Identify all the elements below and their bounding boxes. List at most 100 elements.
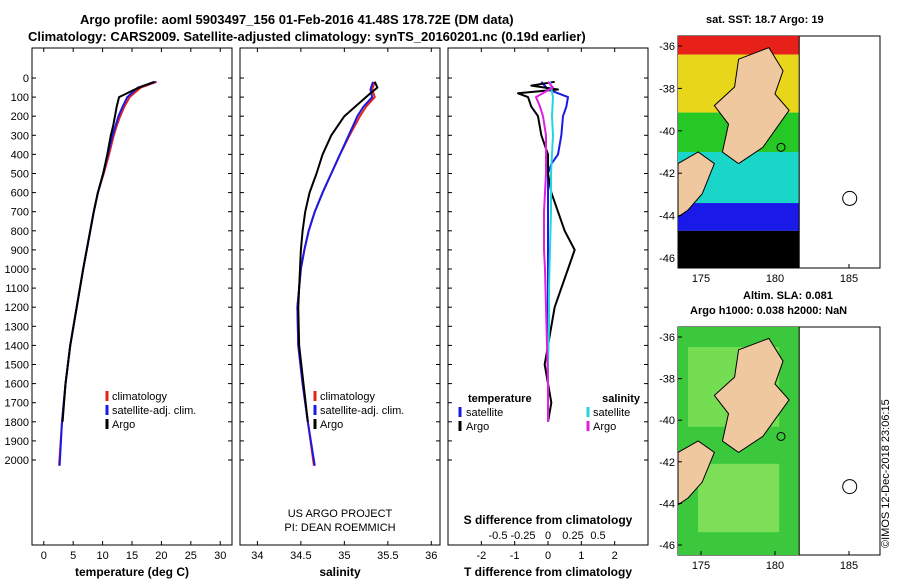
project-annotation: US ARGO PROJECT <box>288 508 393 520</box>
depth-tick-label: 200 <box>11 111 29 123</box>
north-island-shape <box>713 46 790 165</box>
legend-label: climatology <box>112 391 168 403</box>
x-tick-label: 36 <box>425 550 437 562</box>
sst-band <box>678 36 800 55</box>
x-tick-label: 2 <box>612 550 618 562</box>
x-tick-label: 20 <box>155 550 167 562</box>
x2-tick-label: 0 <box>545 530 551 542</box>
x-tick-label: 30 <box>214 550 226 562</box>
series-line-temperature-argo <box>61 80 155 422</box>
x2-tick-label: -0.5 <box>489 530 508 542</box>
legend-label: Argo <box>320 419 343 431</box>
lat-tick-label: -46 <box>659 540 675 552</box>
chatham-island-shape <box>842 190 858 206</box>
legend-label: satellite-adj. clim. <box>320 405 404 417</box>
lat-tick-label: -36 <box>659 332 675 344</box>
x-tick-label: 1 <box>578 550 584 562</box>
depth-tick-label: 800 <box>11 226 29 238</box>
sla-field-high <box>698 463 780 533</box>
plot-frame-salinity <box>239 47 441 546</box>
depth-tick-label: 600 <box>11 188 29 200</box>
sla-map-title: Altim. SLA: 0.081 <box>743 290 833 302</box>
lon-tick-label: 175 <box>692 560 710 572</box>
lat-tick-label: -44 <box>659 211 675 223</box>
argo-float-marker <box>776 142 786 152</box>
depth-tick-label: 1900 <box>5 436 29 448</box>
depth-tick-label: 1000 <box>5 264 29 276</box>
north-island-shape <box>713 337 790 454</box>
sst-map <box>677 35 881 269</box>
pi-annotation: PI: DEAN ROEMMICH <box>284 522 395 534</box>
x-tick-label: 0 <box>545 550 551 562</box>
sla-map-subtitle: Argo h1000: 0.038 h2000: NaN <box>690 305 848 317</box>
argo-float-marker <box>776 431 786 441</box>
x-tick-label: 5 <box>70 550 76 562</box>
depth-tick-label: 400 <box>11 149 29 161</box>
depth-tick-label: 1400 <box>5 340 29 352</box>
legend-label: climatology <box>320 391 376 403</box>
x-tick-label: 34.5 <box>290 550 311 562</box>
legend-title: temperature <box>468 393 532 405</box>
sst-band <box>678 230 800 268</box>
x2-axis-label: S difference from climatology <box>464 513 633 527</box>
x-axis-label: salinity <box>319 565 361 579</box>
x-tick-label: -2 <box>476 550 486 562</box>
lat-tick-label: -44 <box>659 498 675 510</box>
sla-map <box>677 326 881 556</box>
depth-tick-label: 1700 <box>5 398 29 410</box>
x2-tick-label: -0.25 <box>510 530 535 542</box>
legend-label: satellite <box>466 407 503 419</box>
depth-tick-label: 100 <box>11 92 29 104</box>
lat-tick-label: -40 <box>659 126 675 138</box>
depth-tick-label: 1300 <box>5 321 29 333</box>
lon-tick-label: 180 <box>766 560 784 572</box>
lat-tick-label: -38 <box>659 83 675 95</box>
lat-tick-label: -38 <box>659 374 675 386</box>
figure-title: Argo profile: aoml 5903497_156 01-Feb-20… <box>80 12 514 27</box>
series-line-difference-salinity-argo <box>535 81 554 422</box>
legend-label: satellite-adj. clim. <box>112 405 196 417</box>
x2-tick-label: 0.5 <box>590 530 605 542</box>
depth-tick-label: 1100 <box>5 283 29 295</box>
x-tick-label: -1 <box>510 550 520 562</box>
x-tick-label: 10 <box>96 550 108 562</box>
plot-frame-temperature <box>31 47 233 546</box>
x-tick-label: 0 <box>41 550 47 562</box>
legend-label: Argo <box>466 421 489 433</box>
sst-map-title: sat. SST: 18.7 Argo: 19 <box>706 14 824 26</box>
figure-subtitle: Climatology: CARS2009. Satellite-adjuste… <box>28 29 586 44</box>
x-tick-label: 35 <box>338 550 350 562</box>
depth-tick-label: 2000 <box>5 455 29 467</box>
depth-tick-label: 900 <box>11 245 29 257</box>
x2-tick-label: 0.25 <box>562 530 583 542</box>
lat-tick-label: -40 <box>659 415 675 427</box>
x-axis-label: temperature (deg C) <box>75 565 189 579</box>
depth-tick-label: 500 <box>11 169 29 181</box>
lat-tick-label: -36 <box>659 41 675 53</box>
depth-tick-label: 1600 <box>5 379 29 391</box>
south-island-shape <box>677 151 715 218</box>
series-line-salinity-argo <box>297 81 379 422</box>
x-tick-label: 15 <box>126 550 138 562</box>
depth-tick-label: 1800 <box>5 417 29 429</box>
x-tick-label: 25 <box>185 550 197 562</box>
chatham-island-shape <box>842 479 858 495</box>
sst-band <box>678 203 800 231</box>
depth-tick-label: 1500 <box>5 360 29 372</box>
x-axis-label: T difference from climatology <box>464 565 632 579</box>
legend-title: salinity <box>602 393 641 405</box>
lat-tick-label: -46 <box>659 253 675 265</box>
legend-label: Argo <box>112 419 135 431</box>
legend-label: satellite <box>593 407 630 419</box>
depth-tick-label: 1200 <box>5 302 29 314</box>
south-island-shape <box>677 440 715 506</box>
lon-tick-label: 175 <box>692 273 710 285</box>
depth-tick-label: 0 <box>23 73 29 85</box>
lon-tick-label: 185 <box>840 560 858 572</box>
x-tick-label: 34 <box>251 550 263 562</box>
lon-tick-label: 185 <box>840 273 858 285</box>
lon-tick-label: 180 <box>766 273 784 285</box>
depth-tick-label: 700 <box>11 207 29 219</box>
lat-tick-label: -42 <box>659 168 675 180</box>
